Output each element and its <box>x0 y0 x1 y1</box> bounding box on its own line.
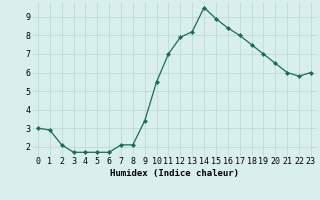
X-axis label: Humidex (Indice chaleur): Humidex (Indice chaleur) <box>110 169 239 178</box>
